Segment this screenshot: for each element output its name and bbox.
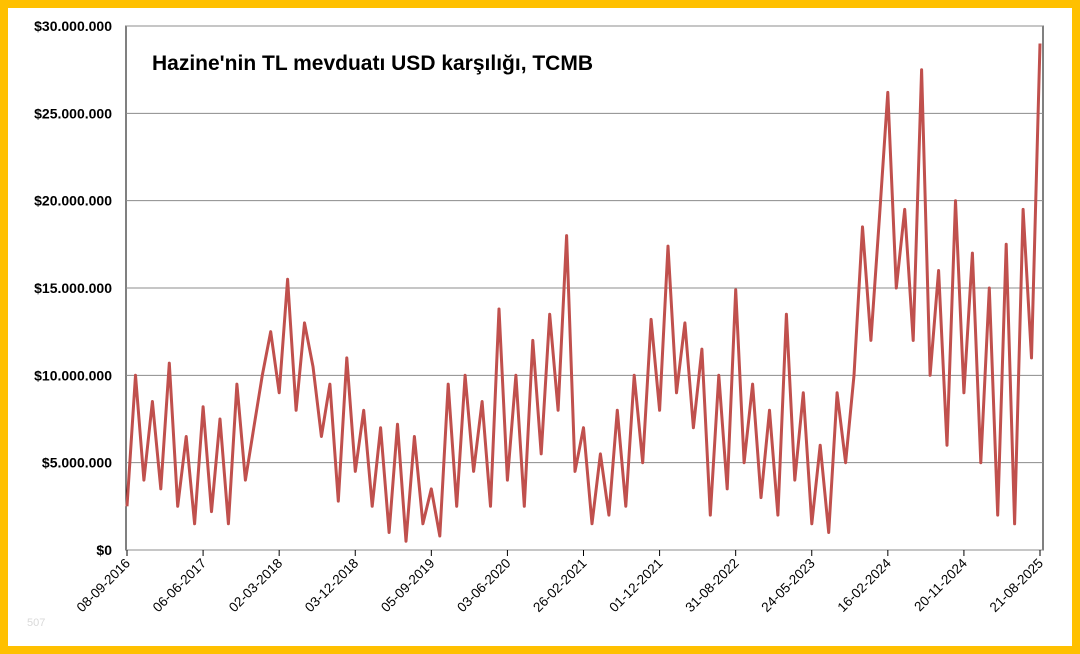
x-tick-label: 20-11-2024 <box>911 555 970 614</box>
y-tick-label: $5.000.000 <box>42 455 112 471</box>
y-tick-label: $15.000.000 <box>34 280 112 296</box>
x-tick-label: 02-03-2018 <box>226 556 285 615</box>
y-tick-label: $0 <box>96 542 112 558</box>
x-tick-label: 03-12-2018 <box>302 556 361 615</box>
y-tick-label: $30.000.000 <box>34 18 112 34</box>
x-tick-label: 24-05-2023 <box>758 556 817 615</box>
chart-title: Hazine'nin TL mevduatı USD karşılığı, TC… <box>152 52 593 75</box>
x-tick-label: 26-02-2021 <box>530 556 589 615</box>
x-tick-label: 01-12-2021 <box>606 556 665 615</box>
corner-number: 507 <box>27 617 45 629</box>
x-tick-label: 31-08-2022 <box>682 556 741 615</box>
y-tick-label: $20.000.000 <box>34 193 112 209</box>
series-line <box>125 43 1042 543</box>
x-tick-label: 16-02-2024 <box>835 555 895 615</box>
y-tick-label: $25.000.000 <box>34 105 112 121</box>
x-tick-label: 03-06-2020 <box>454 556 513 615</box>
y-axis-ticks: $0 $5.000.000 $10.000.000 $15.000.000 $20.00… <box>34 18 112 558</box>
y-tick-label: $10.000.000 <box>34 367 112 383</box>
x-tick-label: 05-09-2019 <box>378 556 437 615</box>
x-tick-label: 06-06-2017 <box>150 556 209 615</box>
x-axis-ticks: 08-09-2016 06-06-2017 02-03-2018 03-12-2018… <box>74 550 1046 615</box>
x-tick-label: 21-08-2025 <box>987 556 1046 615</box>
x-tick-label: 08-09-2016 <box>74 556 133 615</box>
